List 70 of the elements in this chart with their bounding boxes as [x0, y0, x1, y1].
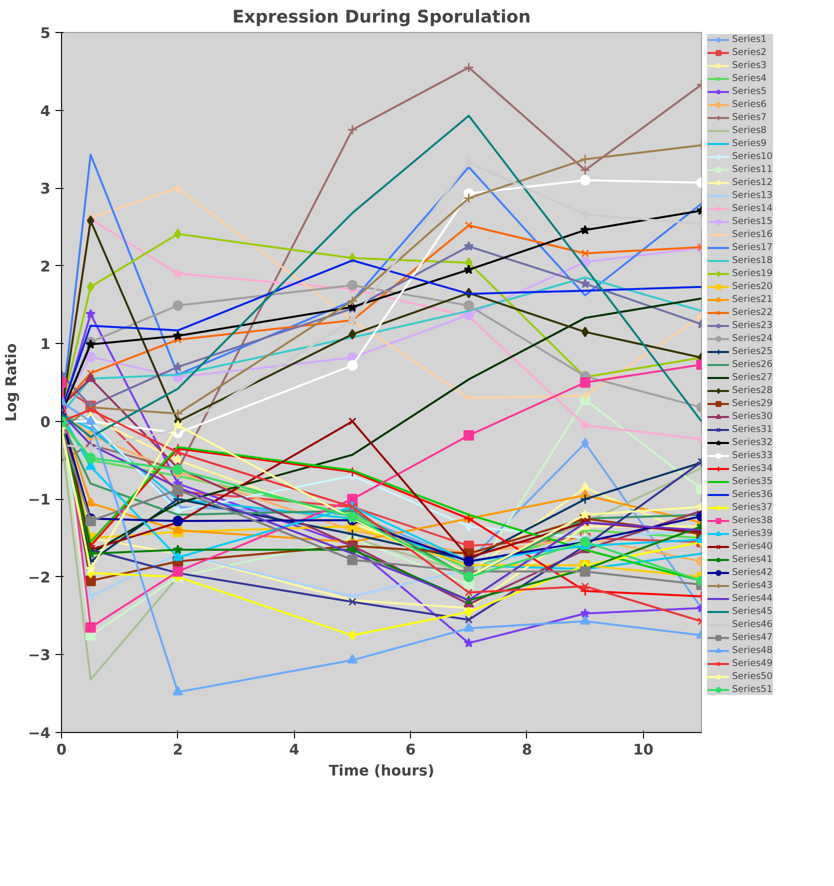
legend-label: Series27 [732, 372, 773, 383]
legend-label: Series50 [732, 671, 773, 682]
legend-label: Series39 [732, 528, 773, 539]
legend-label: Series46 [732, 619, 773, 630]
legend-label: Series16 [732, 229, 773, 240]
legend-label: Series38 [732, 515, 773, 526]
legend-label: Series18 [732, 255, 773, 266]
y-tick-label: −3 [28, 647, 51, 664]
legend-label: Series10 [732, 151, 773, 162]
legend-label: Series34 [732, 463, 773, 474]
legend-label: Series24 [732, 333, 773, 344]
legend-label: Series21 [732, 294, 773, 305]
legend-label: Series48 [732, 645, 773, 656]
legend-label: Series6 [732, 99, 767, 110]
legend-label: Series9 [732, 138, 767, 149]
legend-label: Series47 [732, 632, 773, 643]
legend-label: Series19 [732, 268, 773, 279]
legend-label: Series12 [732, 177, 773, 188]
x-tick-label: 8 [522, 742, 532, 758]
legend-label: Series28 [732, 385, 773, 396]
chart-title: Expression During Sporulation [232, 8, 531, 28]
legend-label: Series43 [732, 580, 773, 591]
legend-label: Series15 [732, 216, 773, 227]
legend-label: Series35 [732, 476, 773, 487]
x-tick-label: 10 [633, 742, 654, 758]
legend-label: Series5 [732, 86, 767, 97]
legend-label: Series33 [732, 450, 773, 461]
y-tick-label: −4 [28, 725, 51, 742]
x-tick-label: 4 [289, 742, 300, 758]
legend-label: Series40 [732, 541, 773, 552]
legend-label: Series44 [732, 593, 773, 604]
legend-label: Series20 [732, 281, 773, 292]
legend-label: Series45 [732, 606, 773, 617]
y-tick-label: 0 [40, 414, 51, 431]
legend-label: Series1 [732, 34, 767, 45]
legend-label: Series8 [732, 125, 767, 136]
legend-label: Series14 [732, 203, 773, 214]
legend-label: Series4 [732, 73, 767, 84]
legend-label: Series37 [732, 502, 773, 513]
legend-label: Series26 [732, 359, 773, 370]
legend-label: Series31 [732, 424, 773, 435]
legend-label: Series36 [732, 489, 773, 500]
legend-label: Series22 [732, 307, 773, 318]
legend-label: Series51 [732, 684, 773, 695]
legend-label: Series17 [732, 242, 773, 253]
y-tick-label: 4 [40, 102, 51, 120]
y-tick-label: 5 [40, 25, 51, 42]
x-axis-title: Time (hours) [328, 762, 434, 780]
y-tick-label: 3 [40, 180, 51, 198]
y-tick-label: 1 [40, 336, 51, 354]
y-tick-label: −2 [28, 569, 51, 586]
legend-label: Series25 [732, 346, 773, 357]
legend-label: Series13 [732, 190, 773, 201]
legend-label: Series7 [732, 112, 767, 123]
y-axis-title: Log Ratio [3, 343, 20, 422]
x-tick-label: 6 [405, 742, 416, 758]
legend-label: Series32 [732, 437, 773, 448]
legend-label: Series11 [732, 164, 773, 175]
y-tick-label: 2 [40, 258, 51, 276]
legend-label: Series3 [732, 60, 767, 71]
x-tick-label: 0 [56, 742, 67, 758]
x-tick-label: 2 [172, 742, 183, 758]
y-tick-label: −1 [28, 492, 51, 509]
legend-label: Series29 [732, 398, 773, 409]
legend-label: Series42 [732, 567, 773, 578]
legend-label: Series2 [732, 47, 767, 58]
legend-label: Series49 [732, 658, 773, 669]
legend-label: Series30 [732, 411, 773, 422]
legend-label: Series23 [732, 320, 773, 331]
legend-label: Series41 [732, 554, 773, 565]
